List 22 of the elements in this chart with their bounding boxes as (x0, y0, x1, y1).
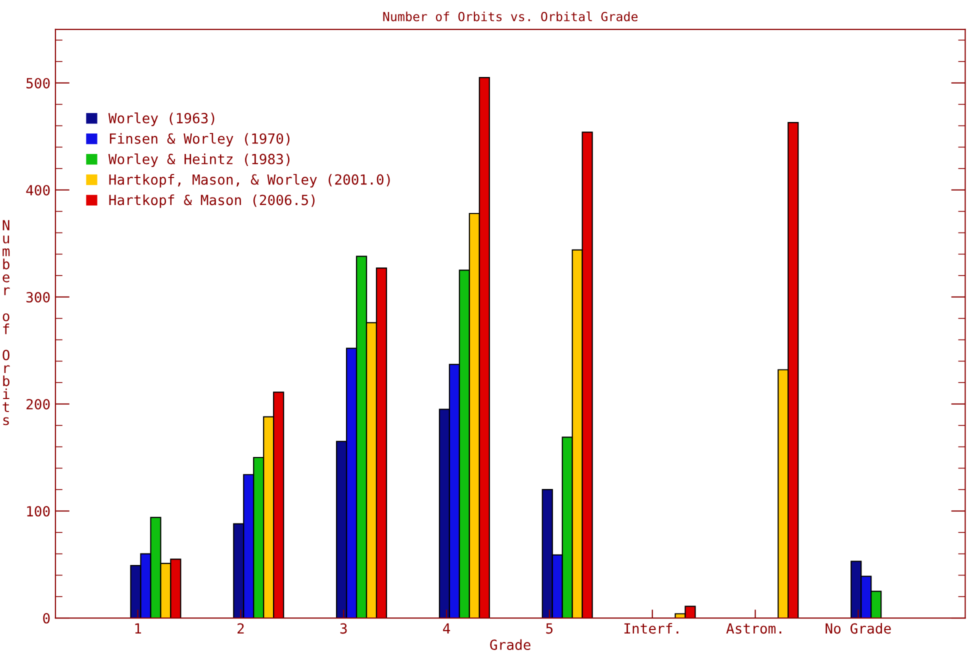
chart-title: Number of Orbits vs. Orbital Grade (383, 12, 638, 22)
x-tick-label: Interf. (624, 622, 678, 634)
x-tick-label: Astrom. (726, 623, 782, 634)
x-tick-label: 1 (135, 623, 142, 634)
y-tick-label: 100 (27, 506, 50, 517)
x-tick-label: No Grade (826, 622, 891, 634)
legend-label: Hartkopf & Mason (2006.5) (109, 194, 315, 208)
y-tick-label: 0 (43, 613, 50, 624)
y-tick-label: 400 (26, 184, 50, 196)
x-tick-label: 5 (546, 623, 553, 634)
y-tick-label: 500 (26, 78, 50, 88)
y-tick-label: 200 (26, 399, 50, 410)
legend-label: Hartkopf, Mason, & Worley (2001.0) (109, 174, 390, 188)
text: Number of Orbits (2, 220, 10, 426)
legend-label: Finsen & Worley (1970) (110, 133, 290, 147)
x-axis-title: Grade (490, 639, 530, 650)
x-tick-label: 3 (340, 623, 347, 634)
legend-label: Worley (1963) (108, 112, 214, 126)
y-tick-label: 300 (26, 292, 50, 302)
x-tick-label: 2 (238, 623, 244, 634)
x-tick-label: 4 (443, 623, 450, 634)
legend-label: Worley & Heintz (1983) (108, 153, 290, 167)
